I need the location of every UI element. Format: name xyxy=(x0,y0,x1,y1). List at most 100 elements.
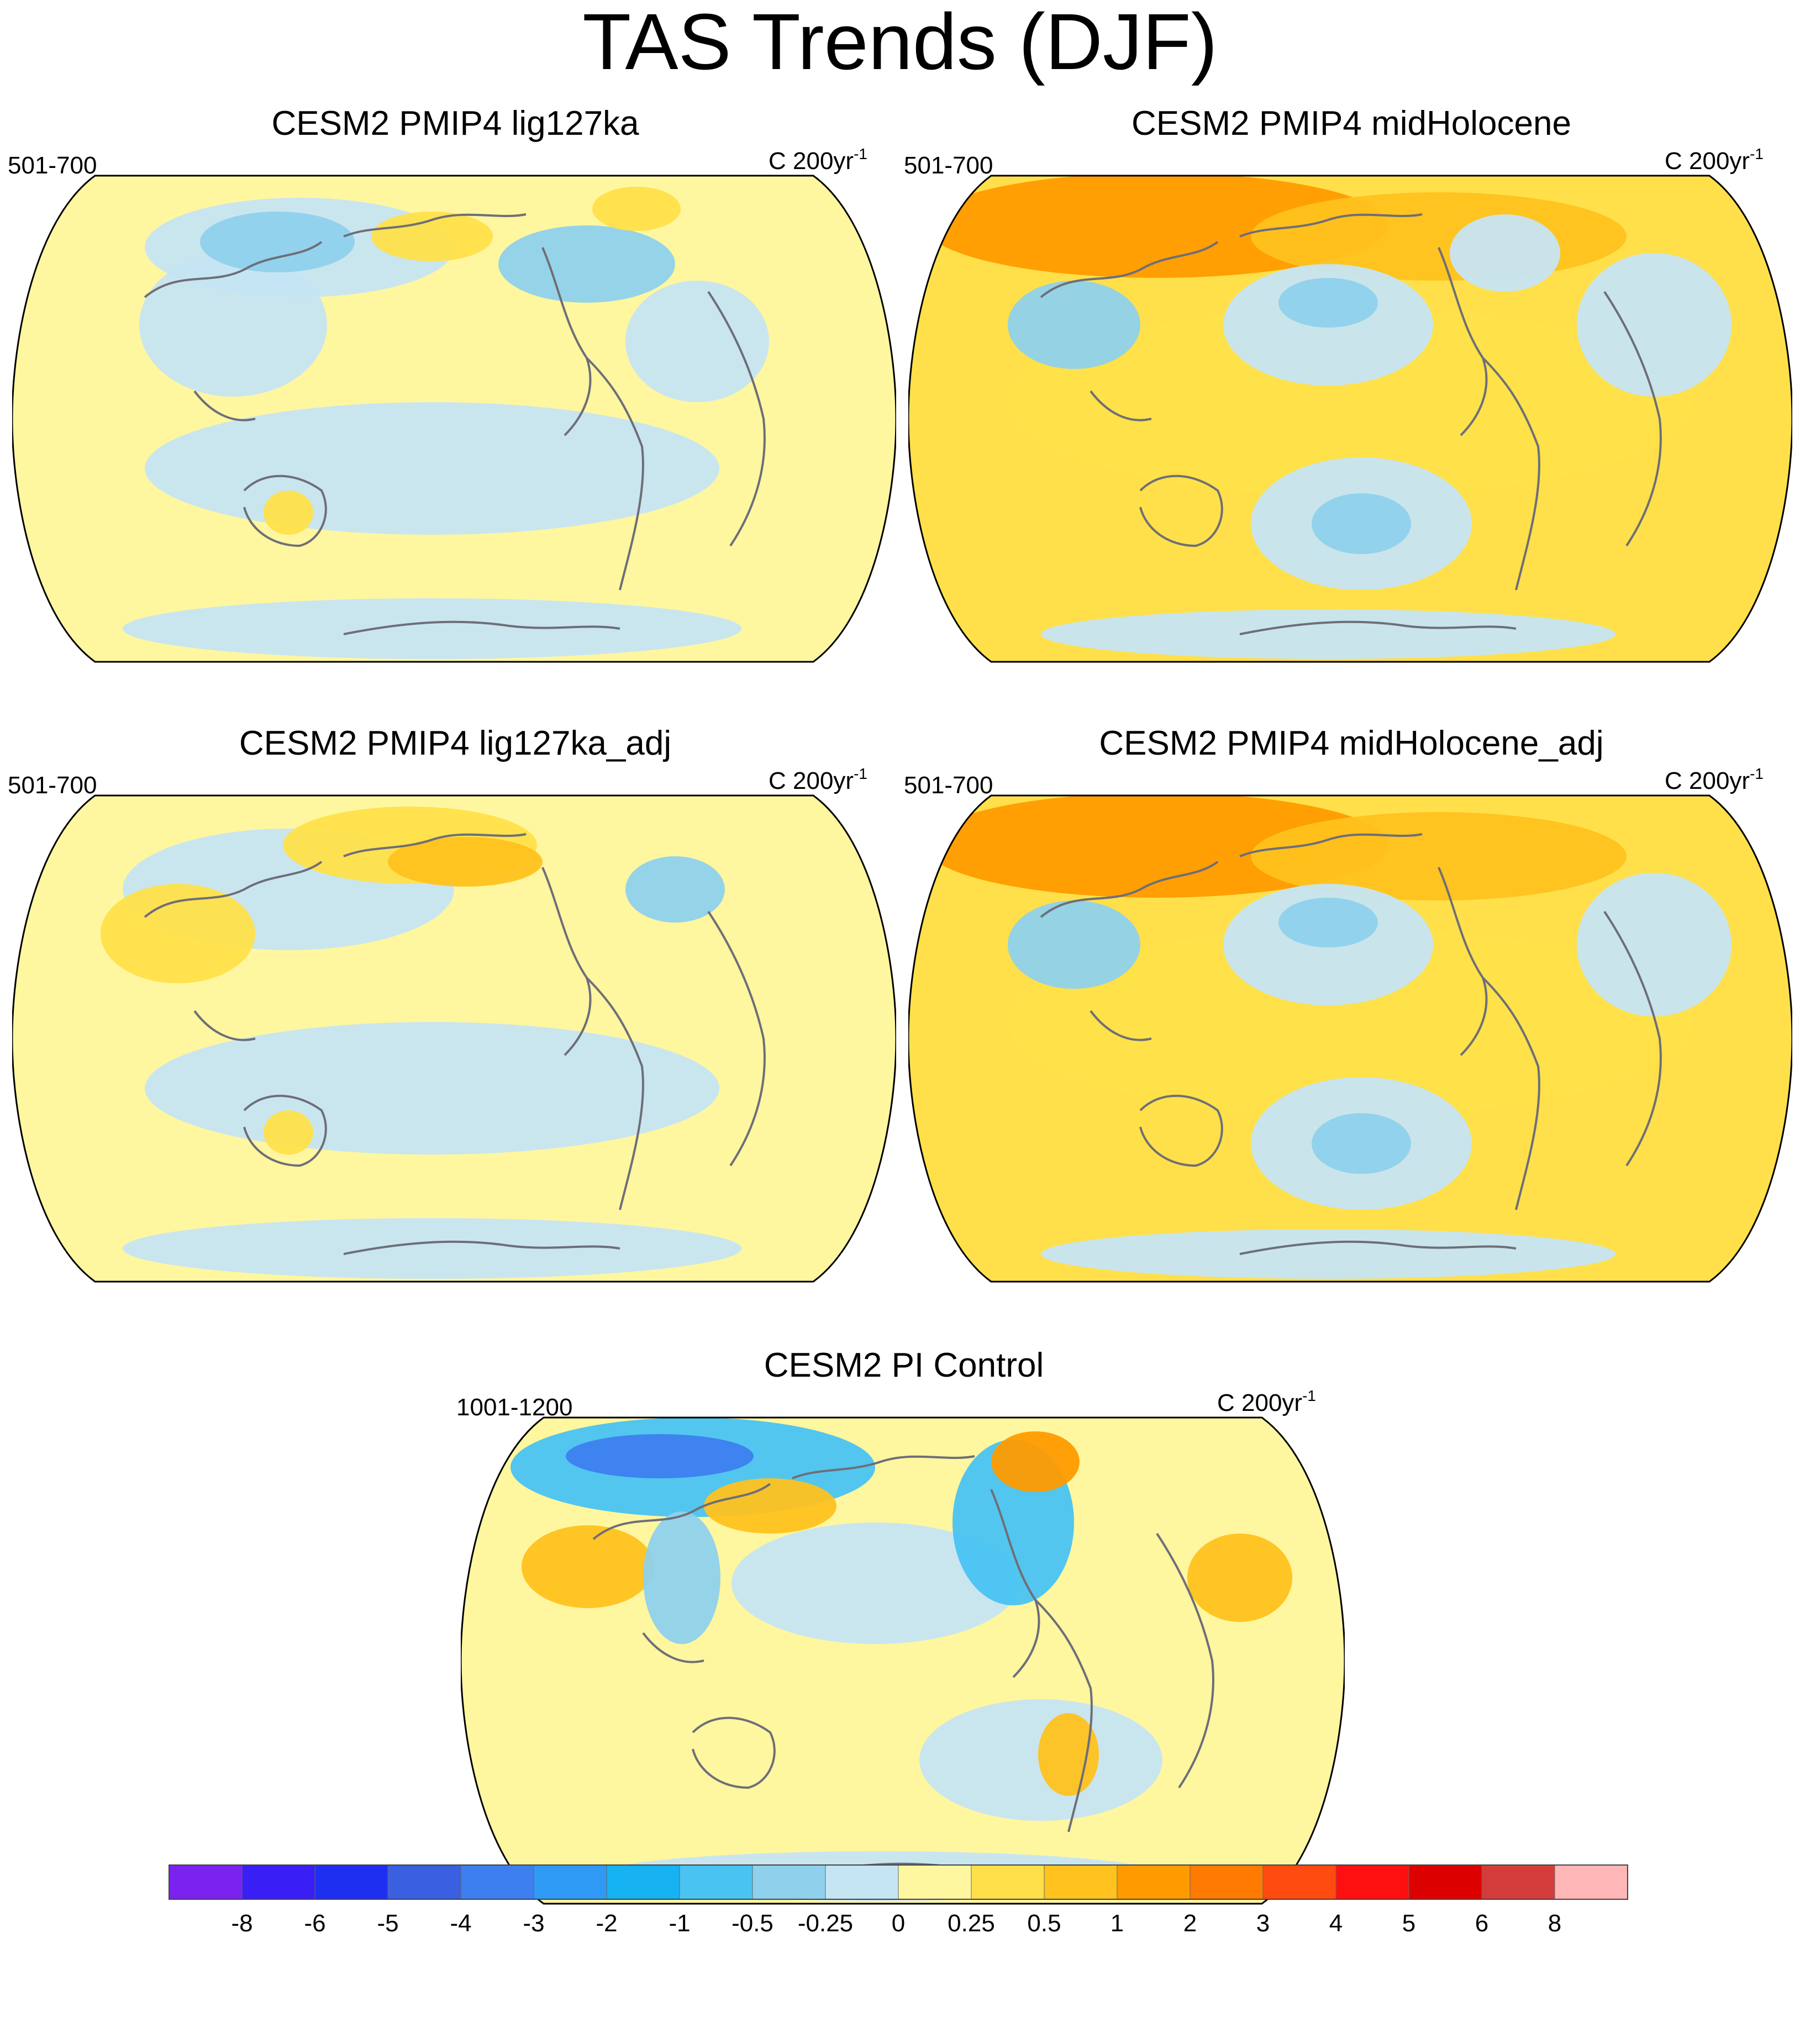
coastline xyxy=(144,861,323,918)
coastline xyxy=(343,620,620,635)
colorbar-tick-label: 0.5 xyxy=(1027,1910,1061,1937)
colorbar-swatch xyxy=(752,1864,826,1900)
colorbar-swatch xyxy=(241,1864,315,1900)
coastline xyxy=(1460,357,1488,436)
colorbar-swatch xyxy=(1481,1864,1555,1900)
anomaly-region xyxy=(264,491,313,535)
coastline xyxy=(1012,1599,1040,1678)
colorbar-tick-label: 5 xyxy=(1402,1910,1415,1937)
coastline xyxy=(193,1010,256,1041)
coastline xyxy=(343,833,527,857)
coastline xyxy=(1156,1532,1214,1789)
map-field xyxy=(908,176,1792,662)
global-map xyxy=(908,175,1792,663)
colorbar-swatch xyxy=(1335,1864,1409,1900)
colorbar-frame xyxy=(169,1864,1628,1900)
global-map xyxy=(12,794,896,1283)
coastline xyxy=(707,910,766,1167)
anomaly-region xyxy=(1008,928,1693,1116)
colorbar-tick-label: 1 xyxy=(1110,1910,1124,1937)
anomaly-region xyxy=(1278,278,1378,328)
coastline xyxy=(990,1489,1093,1832)
coastline xyxy=(541,867,644,1210)
map-outline xyxy=(908,175,1792,663)
period-label: 501-700 xyxy=(904,152,993,179)
colorbar-swatch xyxy=(825,1864,899,1900)
coastline xyxy=(1040,241,1219,298)
coastline xyxy=(243,1094,327,1167)
anomaly-region xyxy=(101,884,255,983)
anomaly-region xyxy=(704,1478,836,1534)
anomaly-region xyxy=(625,856,725,923)
anomaly-region xyxy=(145,1022,719,1155)
anomaly-region xyxy=(1577,253,1731,397)
anomaly-region xyxy=(592,187,681,231)
colorbar-tick-label: 4 xyxy=(1329,1910,1343,1937)
anomaly-region xyxy=(498,225,675,303)
coastline xyxy=(1603,910,1662,1167)
coastline xyxy=(1139,1094,1223,1167)
colorbar-swatch xyxy=(1117,1864,1191,1900)
map-outline xyxy=(908,794,1792,1283)
coastline xyxy=(1239,213,1423,238)
coastline xyxy=(193,390,256,422)
anomaly-region xyxy=(1187,1534,1292,1622)
units-label: C 200yr-1 xyxy=(1217,1387,1316,1417)
anomaly-region xyxy=(1008,308,1693,496)
panel-title: CESM2 PMIP4 lig127ka xyxy=(271,104,639,143)
anomaly-region xyxy=(1450,214,1560,292)
anomaly-region xyxy=(1251,812,1627,900)
anomaly-region xyxy=(145,402,719,535)
anomaly-region xyxy=(566,1434,754,1478)
colorbar-tick-label: 3 xyxy=(1256,1910,1270,1937)
period-label: 1001-1200 xyxy=(456,1394,573,1421)
anomaly-region xyxy=(1008,900,1140,989)
colorbar-tick-label: -5 xyxy=(377,1910,398,1937)
panel-title: CESM2 PMIP4 lig127ka_adj xyxy=(239,724,672,762)
anomaly-region xyxy=(1038,1713,1099,1796)
coastline xyxy=(564,977,592,1056)
colorbar-swatch xyxy=(1408,1864,1482,1900)
coastline xyxy=(692,1716,776,1789)
anomaly-region xyxy=(123,598,741,659)
anomaly-region xyxy=(1041,609,1615,659)
map-panel-pi-control: CESM2 PI Control 1001-1200 C 200yr-1 xyxy=(456,1346,1351,1931)
anomaly-region xyxy=(522,1525,654,1608)
colorbar-tick-label: -0.5 xyxy=(731,1910,773,1937)
map-field xyxy=(12,796,896,1282)
colorbar-tick-label: 0 xyxy=(892,1910,905,1937)
coastline xyxy=(243,475,327,547)
colorbar-swatch xyxy=(169,1864,243,1900)
colorbar-swatch xyxy=(387,1864,461,1900)
anomaly-region xyxy=(1041,1229,1615,1279)
colorbar-tick-label: 6 xyxy=(1475,1910,1488,1937)
coastline xyxy=(592,1483,771,1540)
coastline xyxy=(1090,390,1152,422)
map-field xyxy=(461,1418,1345,1904)
colorbar-tick-label: -2 xyxy=(596,1910,617,1937)
colorbar-tick-label: -0.25 xyxy=(798,1910,853,1937)
panel-title: CESM2 PMIP4 midHolocene xyxy=(1131,104,1571,143)
map-panel-midholocene-adj: CESM2 PMIP4 midHolocene_adj 501-700 C 20… xyxy=(904,724,1799,1309)
anomaly-region xyxy=(643,1511,720,1644)
coastline xyxy=(1239,620,1517,635)
colorbar-swatch xyxy=(460,1864,534,1900)
colorbar-swatch xyxy=(1262,1864,1336,1900)
coastline xyxy=(1603,291,1662,547)
map-outline xyxy=(461,1416,1345,1905)
anomaly-region xyxy=(139,253,327,397)
anomaly-region xyxy=(731,1523,1019,1644)
coastline xyxy=(144,241,323,298)
anomaly-region xyxy=(123,1218,741,1279)
map-field xyxy=(12,176,896,662)
period-label: 501-700 xyxy=(904,772,993,799)
period-label: 501-700 xyxy=(8,772,97,799)
coastline xyxy=(1438,867,1540,1210)
colorbar: -8 -6 -5 -4 -3 -2 -1 -0.5 -0.25 0 0.25 0.5 1 2 3 4 5 6 8 xyxy=(169,1864,1628,1937)
units-label: C 200yr-1 xyxy=(1665,145,1764,175)
map-outline xyxy=(12,175,896,663)
colorbar-swatch xyxy=(533,1864,607,1900)
colorbar-tick-label: 2 xyxy=(1183,1910,1197,1937)
anomaly-region xyxy=(991,1431,1080,1492)
colorbar-tick-label: 0.25 xyxy=(948,1910,995,1937)
